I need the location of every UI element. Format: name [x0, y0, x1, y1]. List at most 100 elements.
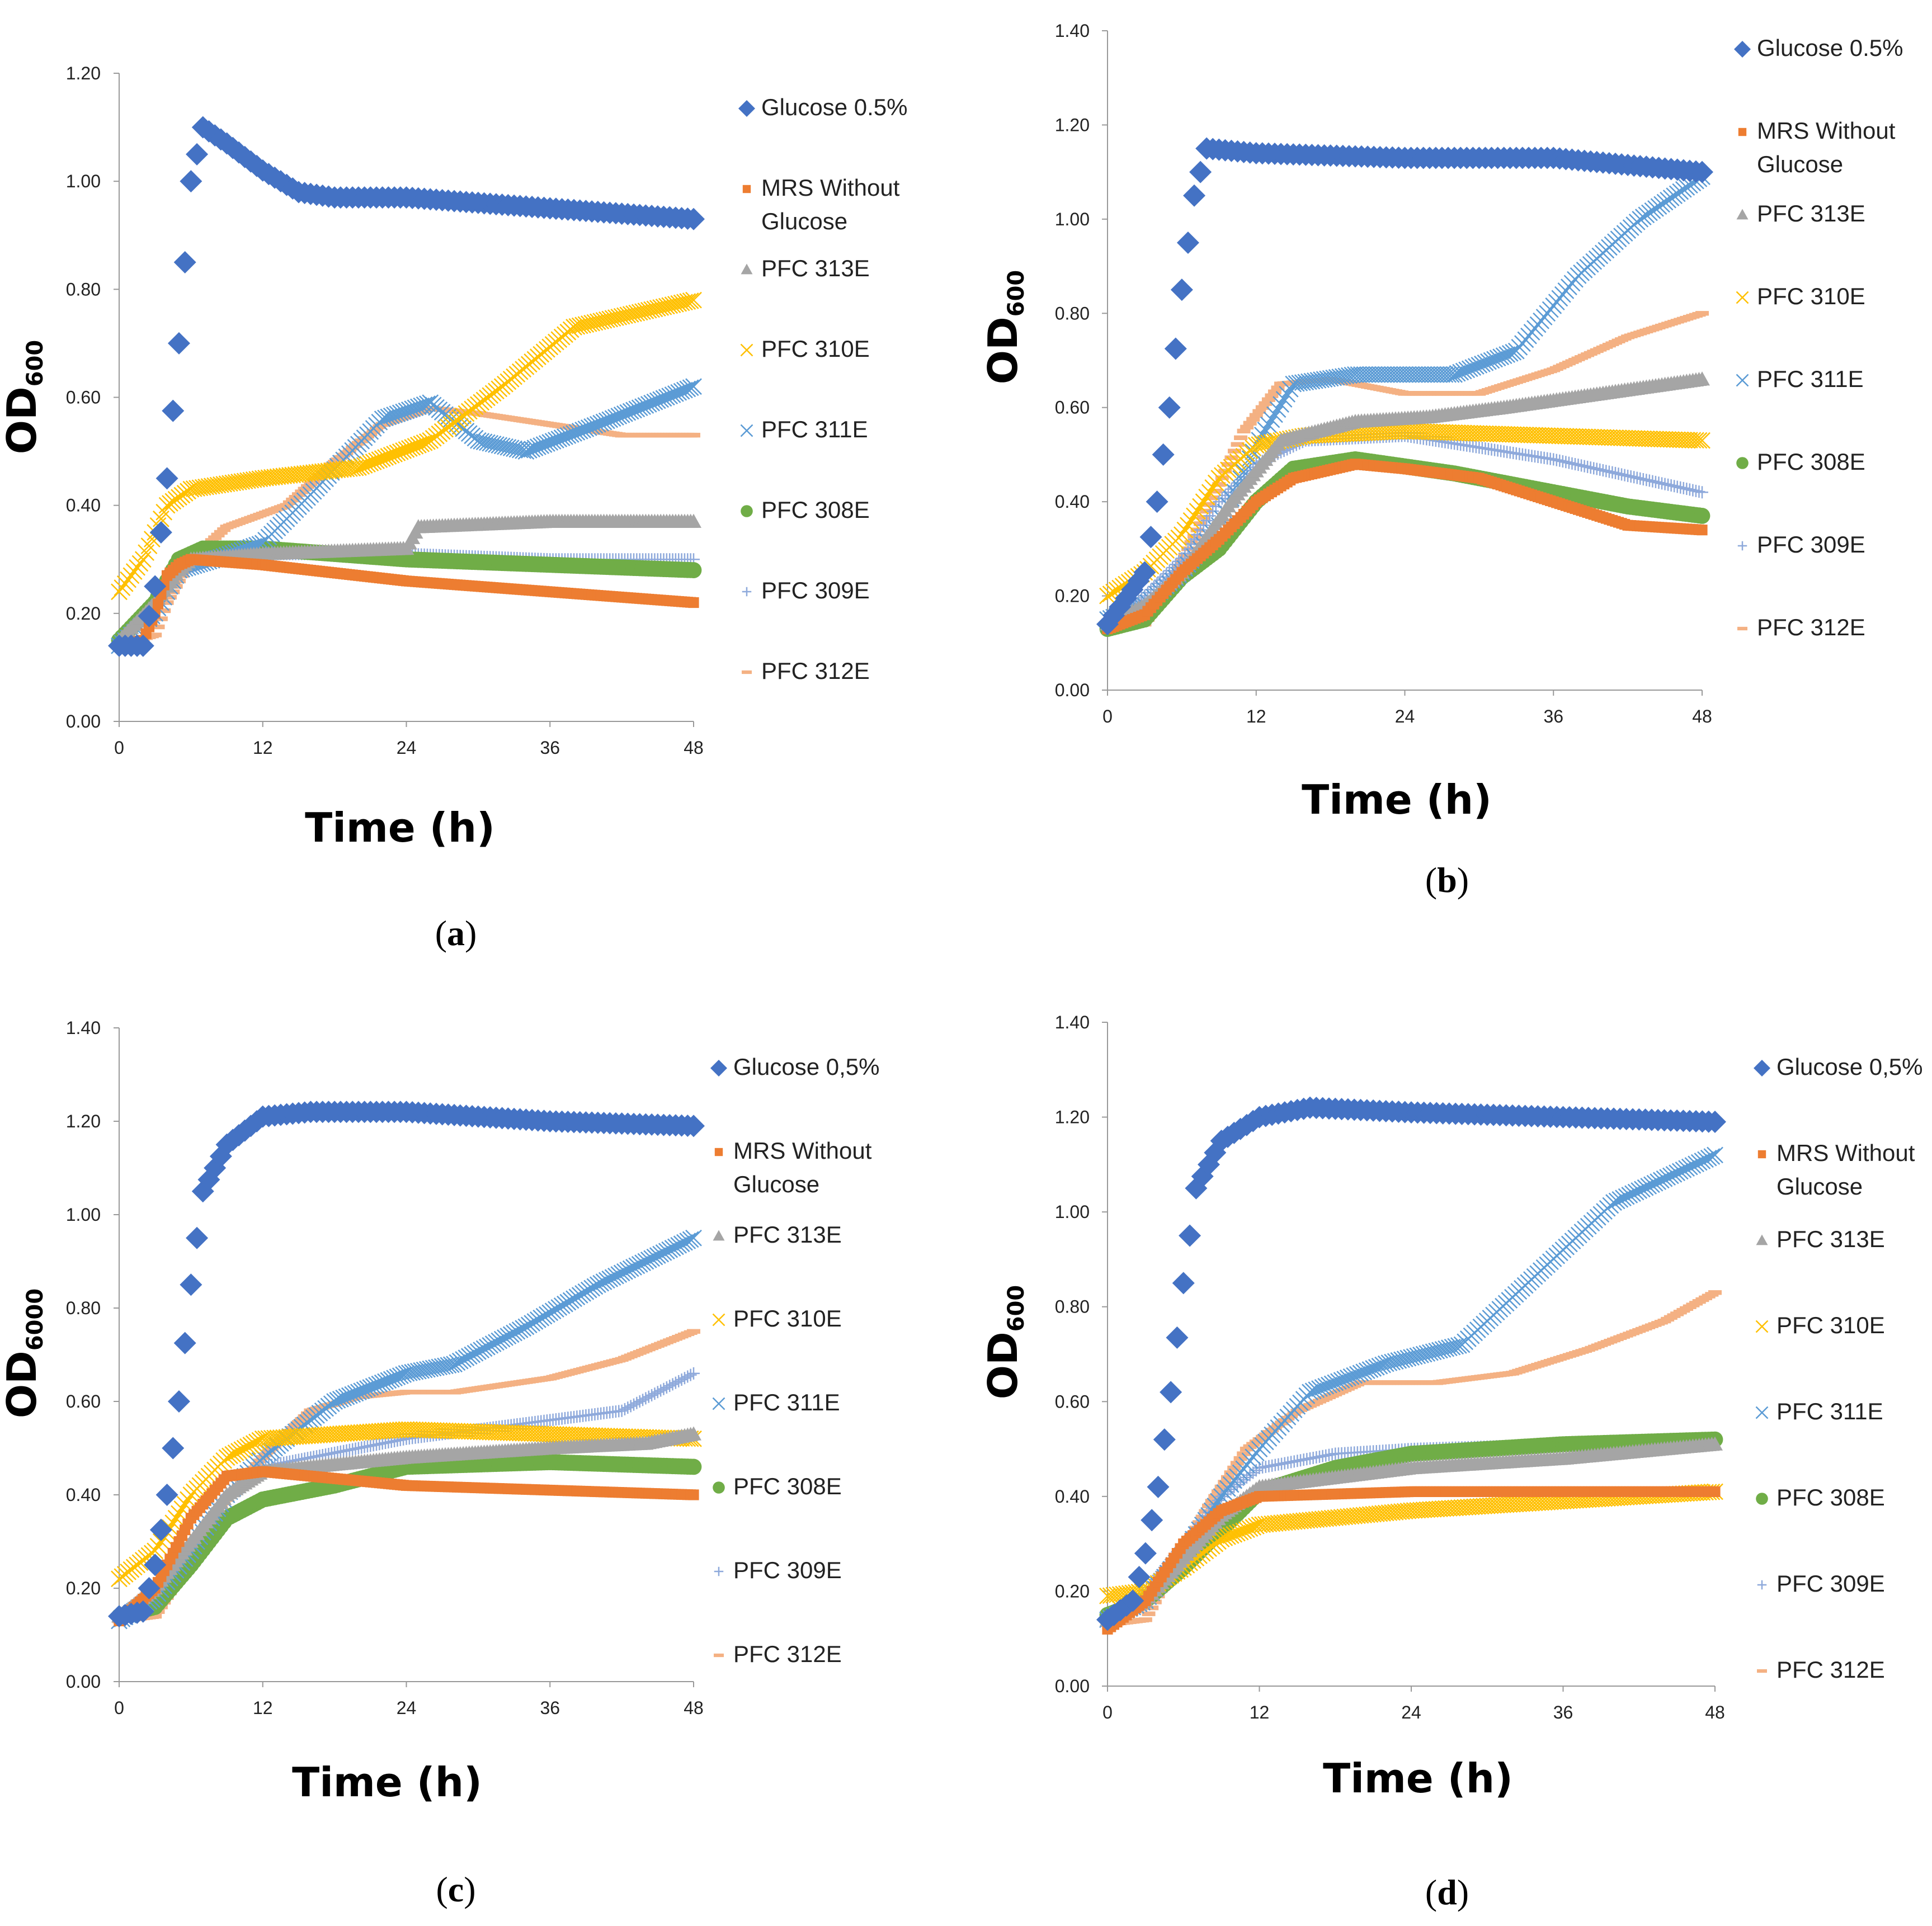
data-point	[186, 143, 209, 166]
y-tick-label: 0.60	[1055, 398, 1090, 418]
data-point	[208, 535, 222, 540]
data-point	[640, 395, 657, 413]
data-point	[613, 407, 630, 423]
data-point	[211, 532, 225, 537]
data-point	[125, 563, 143, 580]
data-point	[685, 1458, 702, 1475]
data-point	[566, 425, 582, 442]
data-point	[370, 427, 384, 432]
data-point	[548, 432, 564, 449]
legend-entry: PFC 313E	[733, 1221, 842, 1248]
data-point	[348, 443, 362, 449]
data-point	[140, 537, 158, 554]
data-point	[392, 443, 409, 460]
data-point	[337, 452, 351, 457]
data-point	[167, 1509, 185, 1527]
data-point	[328, 460, 342, 465]
data-point	[667, 385, 684, 402]
data-point	[687, 1329, 700, 1334]
data-point	[1158, 396, 1181, 419]
y-tick-label: 0.80	[66, 279, 101, 299]
data-point	[526, 440, 544, 456]
data-point	[386, 407, 403, 423]
data-point	[410, 436, 427, 454]
data-point	[529, 438, 546, 455]
plot-area	[108, 116, 705, 657]
y-tick-label: 0.00	[66, 711, 101, 731]
data-point	[116, 575, 134, 592]
legend-entry: PFC 312E	[1757, 614, 1865, 640]
data-point	[541, 434, 559, 451]
legend-marker	[712, 1313, 725, 1327]
y-tick-label: 1.20	[1055, 1107, 1090, 1127]
data-point	[646, 393, 663, 410]
data-point	[172, 578, 186, 584]
y-axis-title: OD6000	[0, 1288, 48, 1418]
y-axis-title: OD600	[979, 270, 1029, 384]
data-point	[389, 445, 406, 461]
data-point	[1708, 1290, 1722, 1295]
data-point	[340, 450, 354, 455]
legend-marker	[710, 1060, 727, 1077]
data-point	[149, 1537, 167, 1555]
legend-entry: PFC 308E	[1757, 449, 1865, 475]
data-point	[687, 432, 700, 438]
data-point	[601, 411, 619, 428]
data-point	[1176, 231, 1199, 254]
data-point	[380, 448, 397, 465]
x-tick-label: 48	[684, 738, 704, 758]
data-point	[619, 404, 637, 421]
legend-marker	[713, 1230, 725, 1241]
y-tick-label: 1.20	[66, 63, 101, 83]
data-point	[685, 378, 702, 395]
data-point	[368, 452, 385, 469]
data-point	[571, 422, 588, 440]
data-point	[610, 408, 628, 424]
legend-marker	[714, 1148, 723, 1156]
data-point	[1266, 406, 1283, 423]
panel-label: (b)	[1425, 860, 1469, 900]
data-point	[157, 608, 171, 613]
data-point	[419, 395, 436, 412]
data-point	[180, 170, 202, 193]
data-point	[377, 409, 394, 427]
data-point	[628, 400, 645, 418]
data-point	[655, 390, 672, 407]
data-point	[1279, 385, 1295, 403]
legend-marker	[714, 1653, 724, 1658]
y-tick-label: 1.20	[66, 1111, 101, 1131]
legend-entry: PFC 312E	[761, 658, 870, 684]
data-point	[389, 405, 406, 422]
data-point	[413, 435, 430, 452]
data-point	[524, 441, 541, 457]
data-point	[392, 404, 409, 422]
legend-entry: PFC 313E	[1757, 200, 1865, 226]
data-point	[688, 1489, 699, 1500]
data-point	[557, 428, 573, 445]
data-point	[380, 408, 397, 426]
data-point	[377, 449, 394, 466]
x-tick-label: 0	[1102, 1702, 1113, 1722]
y-tick-label: 0.80	[66, 1298, 101, 1318]
series-1	[114, 554, 699, 652]
data-point	[129, 559, 145, 576]
x-tick-label: 48	[1705, 1702, 1725, 1722]
data-point	[122, 567, 140, 584]
data-point	[404, 438, 421, 456]
x-tick-label: 24	[1401, 1702, 1421, 1722]
legend-marker	[742, 670, 752, 674]
y-tick-label: 0.80	[1055, 303, 1090, 323]
chart-panel-a: 0.000.200.400.600.801.001.200 12 24 36 48Glu…	[0, 63, 907, 953]
legend-marker	[1734, 41, 1751, 58]
data-point	[1195, 493, 1212, 511]
legend-entry: Glucose 0.5%	[1757, 35, 1903, 61]
legend-marker	[1736, 457, 1749, 469]
legend-marker	[1736, 374, 1749, 387]
data-point	[151, 624, 165, 630]
x-axis-title: Time (h)	[305, 804, 495, 851]
data-point	[148, 632, 162, 638]
data-point	[163, 594, 177, 600]
data-point	[1263, 411, 1280, 428]
y-tick-label: 1.00	[1055, 209, 1090, 229]
